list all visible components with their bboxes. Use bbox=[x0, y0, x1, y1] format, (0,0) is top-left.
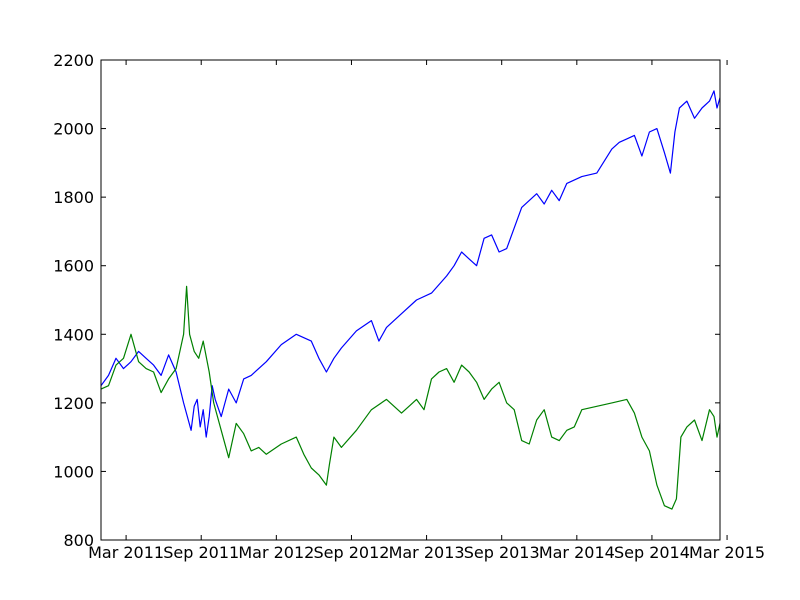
y-tick-label: 1000 bbox=[53, 462, 94, 481]
x-tick-label: Mar 2012 bbox=[238, 543, 314, 562]
x-tick-label: Mar 2015 bbox=[689, 543, 765, 562]
x-tick-label: Sep 2011 bbox=[163, 543, 239, 562]
series-line-1 bbox=[100, 90, 721, 438]
y-tick-label: 2000 bbox=[53, 120, 94, 139]
x-tick-label: Sep 2013 bbox=[464, 543, 540, 562]
plot-frame bbox=[100, 59, 721, 541]
x-tick-label: Sep 2012 bbox=[313, 543, 389, 562]
x-tick-label: Sep 2014 bbox=[614, 543, 690, 562]
y-tick-label: 1800 bbox=[53, 188, 94, 207]
y-tick-label: 800 bbox=[63, 531, 94, 550]
x-tick-label: Mar 2014 bbox=[539, 543, 615, 562]
y-tick-label: 1200 bbox=[53, 394, 94, 413]
y-tick-label: 1600 bbox=[53, 257, 94, 276]
y-tick-label: 1400 bbox=[53, 325, 94, 344]
series-line-2 bbox=[100, 285, 721, 510]
x-tick-label: Mar 2011 bbox=[88, 543, 164, 562]
y-tick-label: 2200 bbox=[53, 51, 94, 70]
x-tick-label: Mar 2013 bbox=[389, 543, 465, 562]
series-layer bbox=[100, 90, 721, 510]
